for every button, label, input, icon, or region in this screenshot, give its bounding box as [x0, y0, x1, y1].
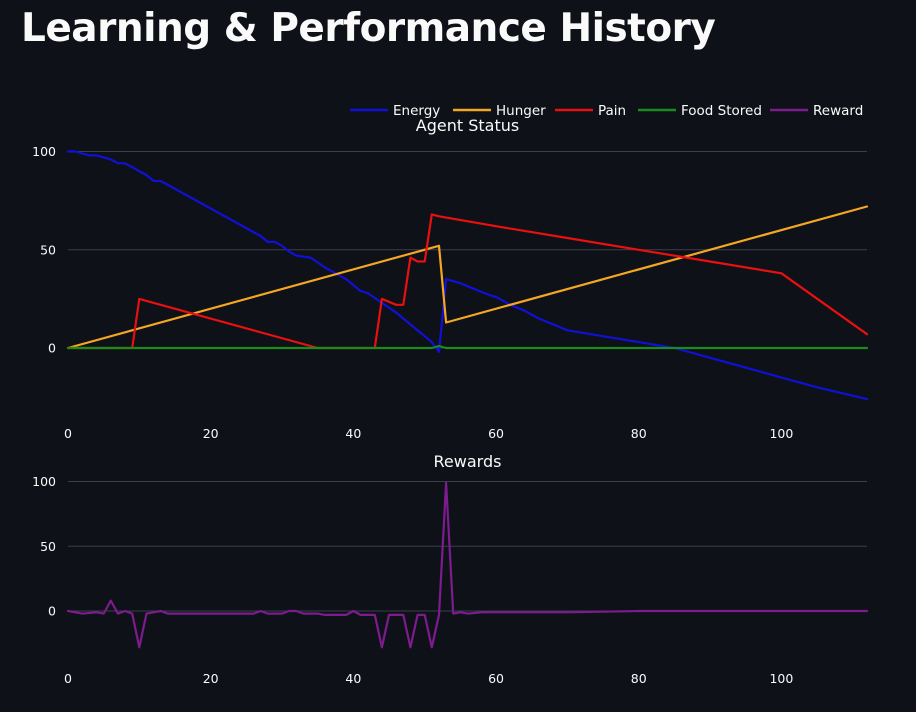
x-tick-label: 80 — [631, 426, 647, 441]
x-tick-label: 100 — [769, 671, 793, 686]
x-tick-label: 60 — [488, 426, 504, 441]
y-tick-label: 50 — [40, 242, 56, 257]
legend-label-food-stored: Food Stored — [681, 103, 762, 119]
legend-label-pain: Pain — [598, 103, 626, 119]
y-tick-label: 0 — [48, 604, 56, 619]
x-tick-label: 0 — [64, 671, 72, 686]
legend-label-reward: Reward — [813, 103, 863, 119]
series-line-energy — [66, 150, 869, 401]
x-tick-label: 20 — [203, 426, 219, 441]
series-line-reward — [66, 481, 869, 649]
y-tick-label: 0 — [48, 341, 56, 356]
x-tick-label: 40 — [345, 426, 361, 441]
series-line-food-stored — [66, 344, 869, 350]
chart-title: Agent Status — [416, 116, 519, 135]
chart-title: Rewards — [434, 452, 502, 471]
x-tick-label: 40 — [345, 671, 361, 686]
x-tick-label: 0 — [64, 426, 72, 441]
series-line-pain — [66, 213, 869, 350]
series-line-hunger — [66, 205, 869, 350]
page-title: Learning & Performance History — [21, 6, 716, 51]
legend-label-hunger: Hunger — [496, 103, 546, 119]
x-tick-label: 60 — [488, 671, 504, 686]
y-tick-label: 100 — [32, 144, 56, 159]
x-tick-label: 80 — [631, 671, 647, 686]
legend-label-energy: Energy — [393, 103, 440, 119]
x-tick-label: 20 — [203, 671, 219, 686]
y-tick-label: 50 — [40, 539, 56, 554]
x-tick-label: 100 — [769, 426, 793, 441]
y-tick-label: 100 — [32, 474, 56, 489]
